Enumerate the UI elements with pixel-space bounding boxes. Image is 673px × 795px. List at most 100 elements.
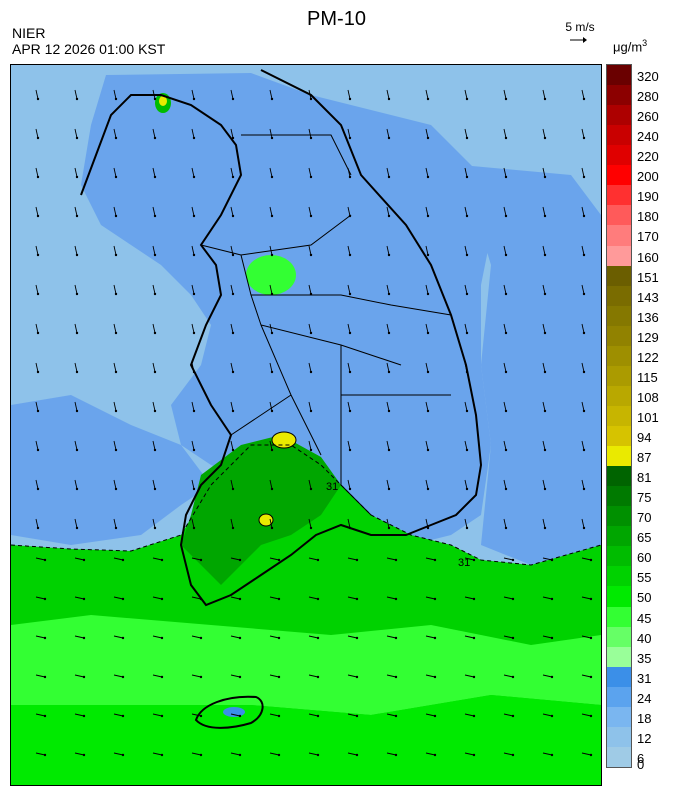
legend-swatch <box>607 265 631 287</box>
wind-arrow <box>191 518 195 529</box>
wind-arrow-head <box>199 636 203 640</box>
wind-arrow-head <box>316 714 320 718</box>
wind-arrow-head <box>160 714 164 718</box>
legend-swatch <box>607 365 631 387</box>
wind-arrow-head <box>309 292 313 296</box>
wind-arrow-head <box>309 175 313 179</box>
wind-arrow-head <box>277 714 281 718</box>
wind-arrow-head <box>238 714 242 718</box>
wind-arrow <box>269 323 273 334</box>
wind-arrow-head <box>465 175 469 179</box>
wind-arrow-head <box>192 526 196 530</box>
wind-arrow-head <box>472 558 476 562</box>
wind-arrow <box>269 674 280 678</box>
wind-arrow <box>191 206 195 217</box>
wind-arrow <box>503 479 507 490</box>
wind-arrow <box>152 323 156 334</box>
wind-arrow <box>503 167 507 178</box>
wind-arrow <box>464 128 468 139</box>
coastline-korea <box>80 69 483 607</box>
wind-arrow-head <box>355 558 359 562</box>
region-mid-blue-west <box>11 395 211 545</box>
wind-arrow-head <box>192 487 196 491</box>
wind-arrow <box>191 284 195 295</box>
wind-arrow <box>230 674 241 678</box>
wind-arrow-head <box>75 448 79 452</box>
wind-arrow-head <box>270 331 274 335</box>
wind-arrow-head <box>355 714 359 718</box>
wind-arrow-head <box>36 175 40 179</box>
wind-arrow-head <box>426 409 430 413</box>
wind-arrow <box>74 635 85 639</box>
wind-arrow-head <box>231 526 235 530</box>
wind-arrow <box>503 635 514 639</box>
wind-arrow <box>425 362 429 373</box>
wind-arrow <box>347 323 351 334</box>
wind-arrow-head <box>387 487 391 491</box>
legend-tick-label: 87 <box>637 450 652 466</box>
wind-arrow <box>425 635 436 639</box>
wind-arrow <box>74 752 85 756</box>
wind-arrow <box>425 89 429 100</box>
wind-arrow <box>386 401 390 412</box>
wind-arrow <box>542 323 546 334</box>
wind-arrow <box>269 167 273 178</box>
wind-arrow-head <box>394 597 398 601</box>
map-title: PM-10 <box>307 8 366 30</box>
wind-arrow-head <box>550 597 554 601</box>
wind-arrow <box>74 128 78 139</box>
wind-arrow <box>230 128 234 139</box>
wind-arrow <box>74 479 78 490</box>
wind-arrow <box>269 635 280 639</box>
contour-label: 31 <box>326 481 338 493</box>
wind-arrow <box>152 206 156 217</box>
wind-arrow <box>113 128 117 139</box>
wind-arrow <box>230 245 234 256</box>
wind-arrow <box>152 284 156 295</box>
wind-arrow <box>230 167 234 178</box>
wind-arrow <box>581 557 592 561</box>
wind-arrow-head <box>543 487 547 491</box>
wind-arrow-head <box>387 409 391 413</box>
region-mid-blue <box>81 73 491 545</box>
wind-arrow-head <box>36 487 40 491</box>
wind-arrow <box>113 557 124 561</box>
wind-arrow <box>542 713 553 717</box>
wind-arrow <box>386 362 390 373</box>
wind-arrow <box>425 401 429 412</box>
wind-arrow <box>347 518 351 529</box>
legend-swatch <box>607 245 631 267</box>
wind-arrow-head <box>114 331 118 335</box>
wind-arrow-head <box>348 97 352 101</box>
legend-swatch <box>607 466 631 488</box>
wind-arrow <box>503 557 514 561</box>
wind-arrow <box>230 635 241 639</box>
wind-arrow-head <box>238 675 242 679</box>
province-boundaries <box>200 134 452 516</box>
wind-arrow-head <box>231 253 235 257</box>
wind-arrow-head <box>43 675 47 679</box>
wind-arrow <box>113 635 124 639</box>
wind-arrow <box>464 440 468 451</box>
wind-arrow-head <box>348 448 352 452</box>
wind-arrow-head <box>316 636 320 640</box>
wind-arrow <box>386 206 390 217</box>
wind-arrow <box>269 596 280 600</box>
wind-arrow <box>425 167 429 178</box>
wind-arrow-head <box>75 136 79 140</box>
hotspot-north-core <box>159 96 167 106</box>
wind-arrow-head <box>316 675 320 679</box>
wind-arrow <box>464 479 468 490</box>
pm10-map[interactable]: 31 31 <box>10 64 602 786</box>
legend-swatch <box>607 345 631 367</box>
wind-arrow-head <box>582 214 586 218</box>
wind-arrow-head <box>504 97 508 101</box>
wind-arrow <box>308 713 319 717</box>
wind-arrow <box>503 440 507 451</box>
legend-tick-label: 200 <box>637 169 659 185</box>
wind-arrow <box>113 440 117 451</box>
legend-swatch <box>607 746 631 767</box>
wind-arrow-head <box>387 292 391 296</box>
wind-arrow <box>191 167 195 178</box>
legend-swatch <box>607 606 631 628</box>
